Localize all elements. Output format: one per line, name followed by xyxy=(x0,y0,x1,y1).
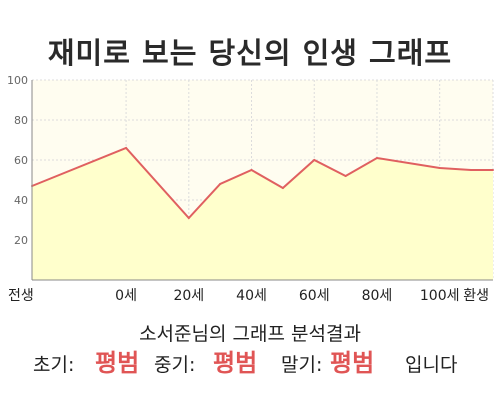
x-tick-label: 환생 xyxy=(463,288,489,304)
y-tick-label: 80 xyxy=(14,114,28,127)
late-value: 평범 xyxy=(330,349,375,377)
mid-label: 중기: xyxy=(154,354,196,376)
data-point xyxy=(375,157,378,159)
analysis-title: 소서준님의 그래프 분석결과 xyxy=(139,323,361,345)
y-tick-label: 40 xyxy=(14,194,28,207)
data-point xyxy=(187,217,190,219)
x-tick-label: 100세 xyxy=(420,288,460,304)
data-point xyxy=(250,169,253,171)
y-tick-labels: 20 40 60 80 100 xyxy=(7,74,28,247)
y-tick-label: 60 xyxy=(14,154,28,167)
data-point xyxy=(438,167,441,169)
x-tick-label: 60세 xyxy=(299,288,330,304)
x-tick-label: 전생 xyxy=(8,288,34,304)
area-fill xyxy=(32,148,493,280)
analysis-result-line: 초기: 평범 중기: 평범 말기: 평범 입니다 xyxy=(0,345,500,381)
data-point xyxy=(344,175,347,177)
data-point xyxy=(219,183,222,185)
early-value: 평범 xyxy=(95,349,140,377)
x-tick-label: 80세 xyxy=(362,288,393,304)
mid-value: 평범 xyxy=(213,349,258,377)
data-point xyxy=(281,187,284,189)
x-tick-label: 20세 xyxy=(173,288,204,304)
data-point xyxy=(470,169,473,171)
series-line xyxy=(31,146,493,220)
x-tick-label: 0세 xyxy=(115,288,137,304)
chart-title: 재미로 보는 당신의 인생 그래프 xyxy=(47,36,453,70)
x-tick-label: 40세 xyxy=(236,288,267,304)
late-label: 말기: xyxy=(281,354,323,376)
data-point xyxy=(125,147,128,149)
data-point xyxy=(313,159,316,161)
early-label: 초기: xyxy=(33,354,75,376)
y-tick-label: 20 xyxy=(14,234,28,247)
closing-text: 입니다 xyxy=(405,354,458,376)
x-tick-labels: 전생 0세 20세 40세 60세 80세 100세 환생 xyxy=(8,288,489,304)
data-point xyxy=(492,169,494,171)
y-tick-label: 100 xyxy=(7,74,28,87)
